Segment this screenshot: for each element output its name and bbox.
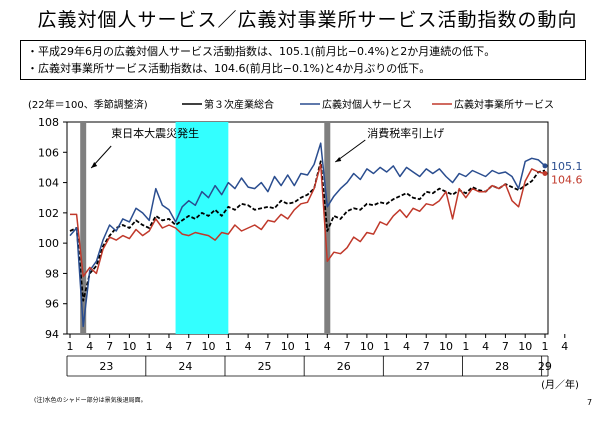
y-tick-label: 104	[38, 177, 59, 190]
summary-box: ・平成29年6月の広義対個人サービス活動指数は、105.1(前月比−0.4%)と…	[20, 40, 586, 80]
x-tick-label: 4	[324, 340, 331, 353]
end-label-business: 104.6	[551, 173, 583, 186]
x-tick-label: 7	[106, 340, 113, 353]
annotation-arrowhead	[91, 162, 98, 168]
annotation-label-earthquake: 東日本大震災発生	[111, 126, 199, 140]
legend-label-personal: 広義対個人サービス	[322, 98, 412, 111]
y-tick-label: 100	[38, 237, 59, 250]
summary-line: ・平成29年6月の広義対個人サービス活動指数は、105.1(前月比−0.4%)と…	[27, 45, 496, 58]
x-tick-label: 4	[403, 340, 410, 353]
summary-line: ・広義対事業所サービス活動指数は、104.6(前月比−0.1%)と4か月ぶりの低…	[27, 62, 431, 75]
event-bar	[80, 122, 87, 334]
plot-frame	[66, 121, 549, 335]
line-chart: (22年＝100、季節調整済) 第３次産業総合 広義対個人サービス 広義対事業所…	[28, 98, 583, 391]
x-tick-label: 4	[165, 340, 172, 353]
recession-shade	[175, 122, 229, 334]
y-tick-label: 106	[38, 146, 59, 159]
x-tick-label: 1	[225, 340, 232, 353]
x-tick-label: 7	[502, 340, 509, 353]
year-label: 26	[337, 360, 351, 373]
x-tick-label: 4	[561, 340, 568, 353]
y-tick-label: 102	[38, 207, 59, 220]
x-tick-label: 1	[383, 340, 390, 353]
x-tick-label: 10	[202, 340, 216, 353]
unit-label: (22年＝100、季節調整済)	[28, 98, 148, 111]
legend-label-total: 第３次産業総合	[204, 98, 274, 111]
x-tick-label: 10	[360, 340, 374, 353]
page-number: 7	[587, 398, 593, 407]
x-tick-label: 10	[439, 340, 453, 353]
end-label-personal: 105.1	[551, 160, 583, 173]
end-marker-personal	[542, 163, 548, 169]
y-tick-label: 94	[45, 328, 59, 341]
footnote: (注)水色のシャドー部分は景気後退局面。	[34, 397, 147, 404]
x-tick-label: 7	[344, 340, 351, 353]
x-tick-label: 7	[423, 340, 430, 353]
x-tick-label: 4	[245, 340, 252, 353]
year-label: 24	[178, 360, 192, 373]
y-tick-label: 108	[38, 116, 59, 129]
x-tick-label: 1	[542, 340, 549, 353]
x-tick-label: 1	[146, 340, 153, 353]
year-label: 25	[258, 360, 272, 373]
annotation-label-tax: 消費税率引上げ	[367, 126, 444, 140]
x-tick-label: 4	[86, 340, 93, 353]
x-tick-label: 10	[122, 340, 136, 353]
series-line-0	[69, 160, 546, 302]
page-title: 広義対個人サービス／広義対事業所サービス活動指数の動向	[37, 9, 578, 31]
year-label: 28	[495, 360, 509, 373]
annotation-arrowhead	[335, 157, 342, 162]
x-tick-label: 10	[281, 340, 295, 353]
x-tick-label: 10	[518, 340, 532, 353]
x-tick-label: 1	[304, 340, 311, 353]
legend: 第３次産業総合 広義対個人サービス 広義対事業所サービス	[182, 98, 554, 111]
series-line-1	[69, 142, 546, 328]
year-label: 23	[99, 360, 113, 373]
x-tick-label: 7	[264, 340, 271, 353]
x-tick-label: 7	[185, 340, 192, 353]
legend-label-business: 広義対事業所サービス	[454, 98, 554, 111]
x-tick-label: 1	[67, 340, 74, 353]
end-marker-business	[542, 170, 548, 176]
y-tick-label: 96	[45, 298, 59, 311]
axis-unit-label: (月／年)	[541, 378, 579, 391]
annotation-arrow	[334, 139, 366, 163]
year-label: 29	[538, 360, 552, 373]
event-bar	[324, 122, 331, 334]
series-line-2	[70, 163, 546, 278]
x-tick-label: 1	[462, 340, 469, 353]
year-label: 27	[416, 360, 430, 373]
x-tick-label: 4	[482, 340, 489, 353]
y-tick-label: 98	[45, 267, 59, 280]
